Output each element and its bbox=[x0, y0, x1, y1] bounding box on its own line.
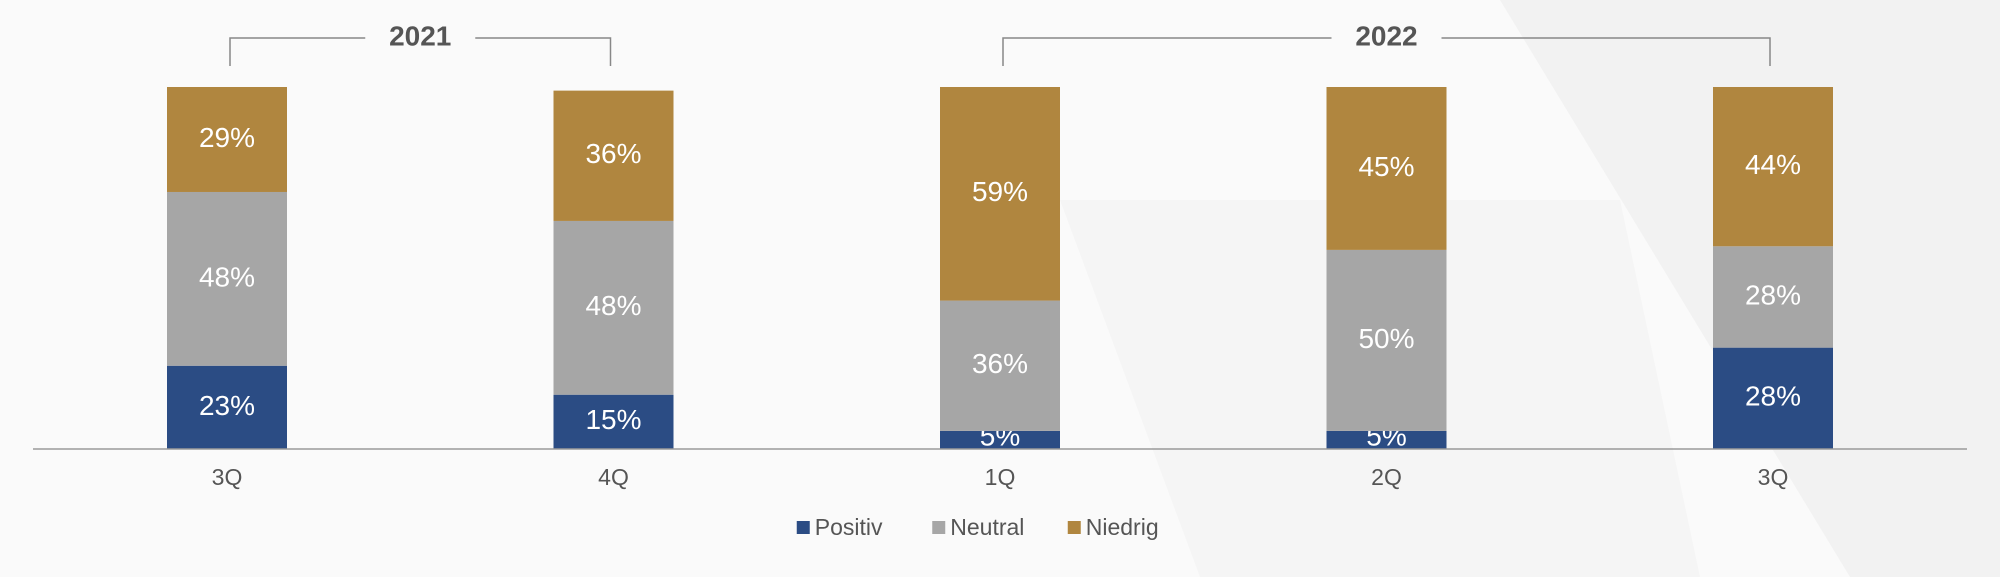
x-tick-label: 1Q bbox=[985, 464, 1016, 490]
bar-segment bbox=[1713, 347, 1833, 449]
group-label: 2021 bbox=[389, 20, 451, 51]
bar-segment bbox=[1713, 246, 1833, 348]
value-label: 28% bbox=[1745, 279, 1801, 310]
x-tick-label: 4Q bbox=[598, 464, 629, 490]
value-label: 36% bbox=[972, 348, 1028, 379]
bar-segment bbox=[1326, 430, 1447, 449]
value-label: 59% bbox=[972, 176, 1028, 207]
value-label: 29% bbox=[199, 122, 255, 153]
background bbox=[1060, 0, 2000, 577]
value-label: 23% bbox=[199, 390, 255, 421]
x-tick-label: 3Q bbox=[212, 464, 243, 490]
legend-swatch bbox=[1067, 521, 1081, 534]
bar-segment bbox=[553, 394, 674, 449]
value-label: 50% bbox=[1358, 323, 1414, 354]
bar-segment bbox=[167, 191, 287, 366]
value-label: 45% bbox=[1358, 151, 1414, 182]
bar-segment bbox=[553, 90, 674, 221]
bar-segment bbox=[167, 365, 287, 449]
x-tick-label: 3Q bbox=[1758, 464, 1789, 490]
bar-segment bbox=[940, 300, 1060, 431]
bar-segment bbox=[553, 220, 674, 395]
value-label: 48% bbox=[199, 261, 255, 292]
legend-label: Neutral bbox=[950, 514, 1024, 540]
x-tick-label: 2Q bbox=[1371, 464, 1402, 490]
value-label: 36% bbox=[585, 138, 641, 169]
value-label: 15% bbox=[585, 404, 641, 435]
value-label: 44% bbox=[1745, 149, 1801, 180]
group-bracket bbox=[229, 37, 612, 66]
bar-segment bbox=[1713, 87, 1833, 247]
bar-segment bbox=[940, 430, 1060, 449]
value-label: 28% bbox=[1745, 381, 1801, 412]
bar-segment bbox=[1326, 87, 1447, 250]
legend-swatch bbox=[932, 521, 946, 534]
bar-segment bbox=[167, 87, 287, 192]
legend-label: Positiv bbox=[815, 514, 883, 540]
group-label: 2022 bbox=[1355, 20, 1417, 51]
value-label: 48% bbox=[585, 290, 641, 321]
bar-segment bbox=[1326, 249, 1447, 431]
bar-segment bbox=[940, 87, 1060, 301]
legend-label: Niedrig bbox=[1086, 514, 1159, 540]
group-bracket bbox=[1002, 37, 1771, 66]
legend-swatch bbox=[796, 521, 810, 534]
